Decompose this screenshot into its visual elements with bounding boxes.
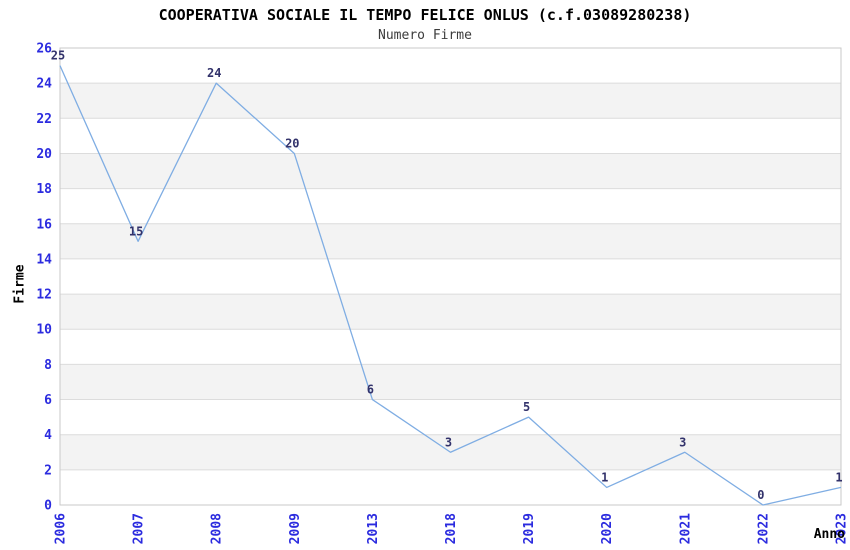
chart-title: COOPERATIVA SOCIALE IL TEMPO FELICE ONLU… bbox=[158, 6, 692, 24]
grid-band bbox=[60, 223, 841, 259]
y-tick-label: 12 bbox=[36, 288, 52, 303]
x-tick-label: 2022 bbox=[756, 513, 771, 544]
y-tick-label: 4 bbox=[44, 428, 52, 443]
x-tick-label: 2020 bbox=[600, 513, 615, 544]
y-tick-label: 22 bbox=[36, 112, 52, 127]
grid-band bbox=[60, 294, 841, 330]
data-point-label: 1 bbox=[835, 470, 842, 484]
y-tick-label: 6 bbox=[44, 393, 52, 408]
x-tick-label: 2013 bbox=[366, 513, 381, 544]
x-tick-label: 2009 bbox=[288, 513, 303, 544]
data-point-label: 1 bbox=[601, 470, 608, 484]
y-tick-label: 20 bbox=[36, 147, 52, 162]
y-tick-label: 16 bbox=[36, 217, 52, 232]
x-tick-label: 2018 bbox=[444, 513, 459, 544]
y-tick-label: 10 bbox=[36, 323, 52, 338]
data-point-label: 5 bbox=[523, 400, 530, 414]
x-axis-title: Anno bbox=[813, 527, 845, 542]
y-tick-label: 26 bbox=[36, 42, 52, 57]
data-point-label: 25 bbox=[51, 49, 65, 63]
data-point-label: 6 bbox=[367, 383, 374, 397]
data-point-label: 24 bbox=[207, 66, 221, 80]
x-tick-label: 2006 bbox=[54, 513, 69, 544]
chart-subtitle: Numero Firme bbox=[378, 28, 472, 43]
y-tick-label: 0 bbox=[44, 499, 52, 514]
grid-band bbox=[60, 153, 841, 189]
y-tick-label: 24 bbox=[36, 77, 52, 92]
y-tick-label: 18 bbox=[36, 182, 52, 197]
data-line bbox=[59, 65, 842, 506]
x-tick-label: 2021 bbox=[678, 513, 693, 544]
x-tick-label: 2019 bbox=[522, 513, 537, 544]
y-tick-label: 2 bbox=[44, 463, 52, 478]
x-tick-label: 2023 bbox=[835, 513, 850, 544]
x-tick-label: 2007 bbox=[132, 513, 147, 544]
data-point-label: 15 bbox=[129, 224, 143, 238]
data-point-label: 0 bbox=[757, 488, 764, 502]
y-tick-label: 14 bbox=[36, 252, 52, 267]
grid-band bbox=[60, 364, 841, 400]
grid-band bbox=[60, 83, 841, 119]
x-tick-label: 2008 bbox=[210, 513, 225, 544]
data-point-label: 3 bbox=[679, 435, 686, 449]
plot-border bbox=[59, 47, 842, 506]
data-point-label: 3 bbox=[445, 435, 452, 449]
y-tick-label: 8 bbox=[44, 358, 52, 373]
data-point-label: 20 bbox=[285, 136, 299, 150]
